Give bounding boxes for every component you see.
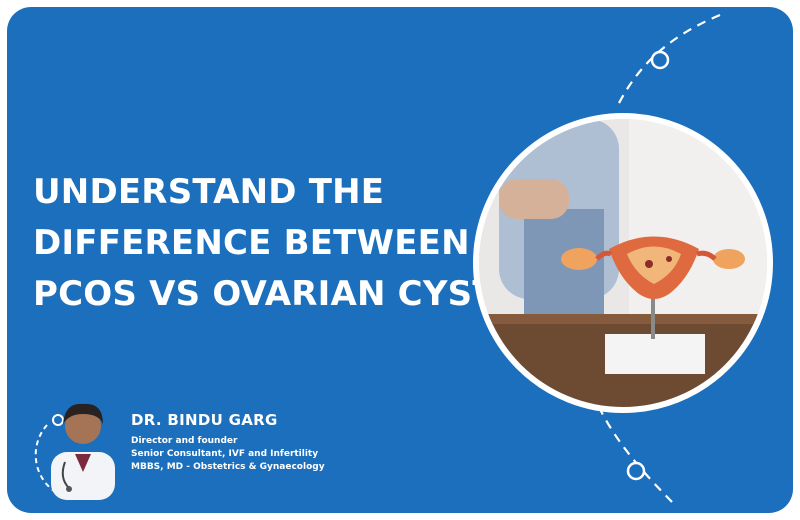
author-name: DR. BINDU GARG [131, 411, 278, 429]
doctor-photo [51, 403, 115, 500]
dashed-arc-decoration [34, 13, 721, 508]
feature-photo [473, 113, 773, 413]
avatar-ring-marker [52, 414, 64, 426]
headline-line-2: DIFFERENCE BETWEEN [33, 223, 470, 263]
author-degrees: MBBS, MD - Obstetrics & Gynaecology [131, 462, 325, 472]
ring-marker-bottom [626, 461, 646, 481]
ring-marker-top [650, 50, 670, 70]
author-role: Director and founder [131, 436, 238, 446]
headline-line-1: UNDERSTAND THE [33, 172, 385, 212]
author-info: DR. BINDU GARG Director and founder Seni… [131, 411, 325, 474]
uterus-model-illustration [479, 119, 767, 407]
banner-card: UNDERSTAND THE DIFFERENCE BETWEEN PCOS V… [7, 7, 793, 513]
author-specialty: Senior Consultant, IVF and Infertility [131, 449, 319, 459]
headline-line-3: PCOS VS OVARIAN CYSTS [33, 274, 521, 314]
headline: UNDERSTAND THE DIFFERENCE BETWEEN PCOS V… [33, 167, 520, 320]
